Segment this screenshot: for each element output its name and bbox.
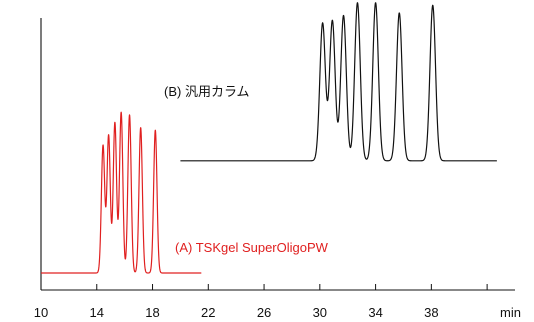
- trace-a: [40, 111, 202, 274]
- x-tick-label: 26: [257, 305, 271, 320]
- x-tick-label: 22: [201, 305, 215, 320]
- x-tick-label: 10: [34, 305, 48, 320]
- trace-b: [180, 2, 498, 162]
- series-label-a: (A) TSKgel SuperOligoPW: [175, 240, 329, 255]
- x-tick-label: 34: [368, 305, 382, 320]
- x-tick-label: 38: [424, 305, 438, 320]
- x-tick-label: 30: [313, 305, 327, 320]
- chromatogram-traces: [40, 2, 498, 274]
- x-unit-label: min: [500, 305, 521, 320]
- x-ticks: 10 14 18 22 26 30 34 38: [34, 284, 488, 320]
- x-tick-label: 18: [145, 305, 159, 320]
- x-tick-label: 14: [90, 305, 104, 320]
- series-label-b: (B) 汎用カラム: [164, 84, 250, 99]
